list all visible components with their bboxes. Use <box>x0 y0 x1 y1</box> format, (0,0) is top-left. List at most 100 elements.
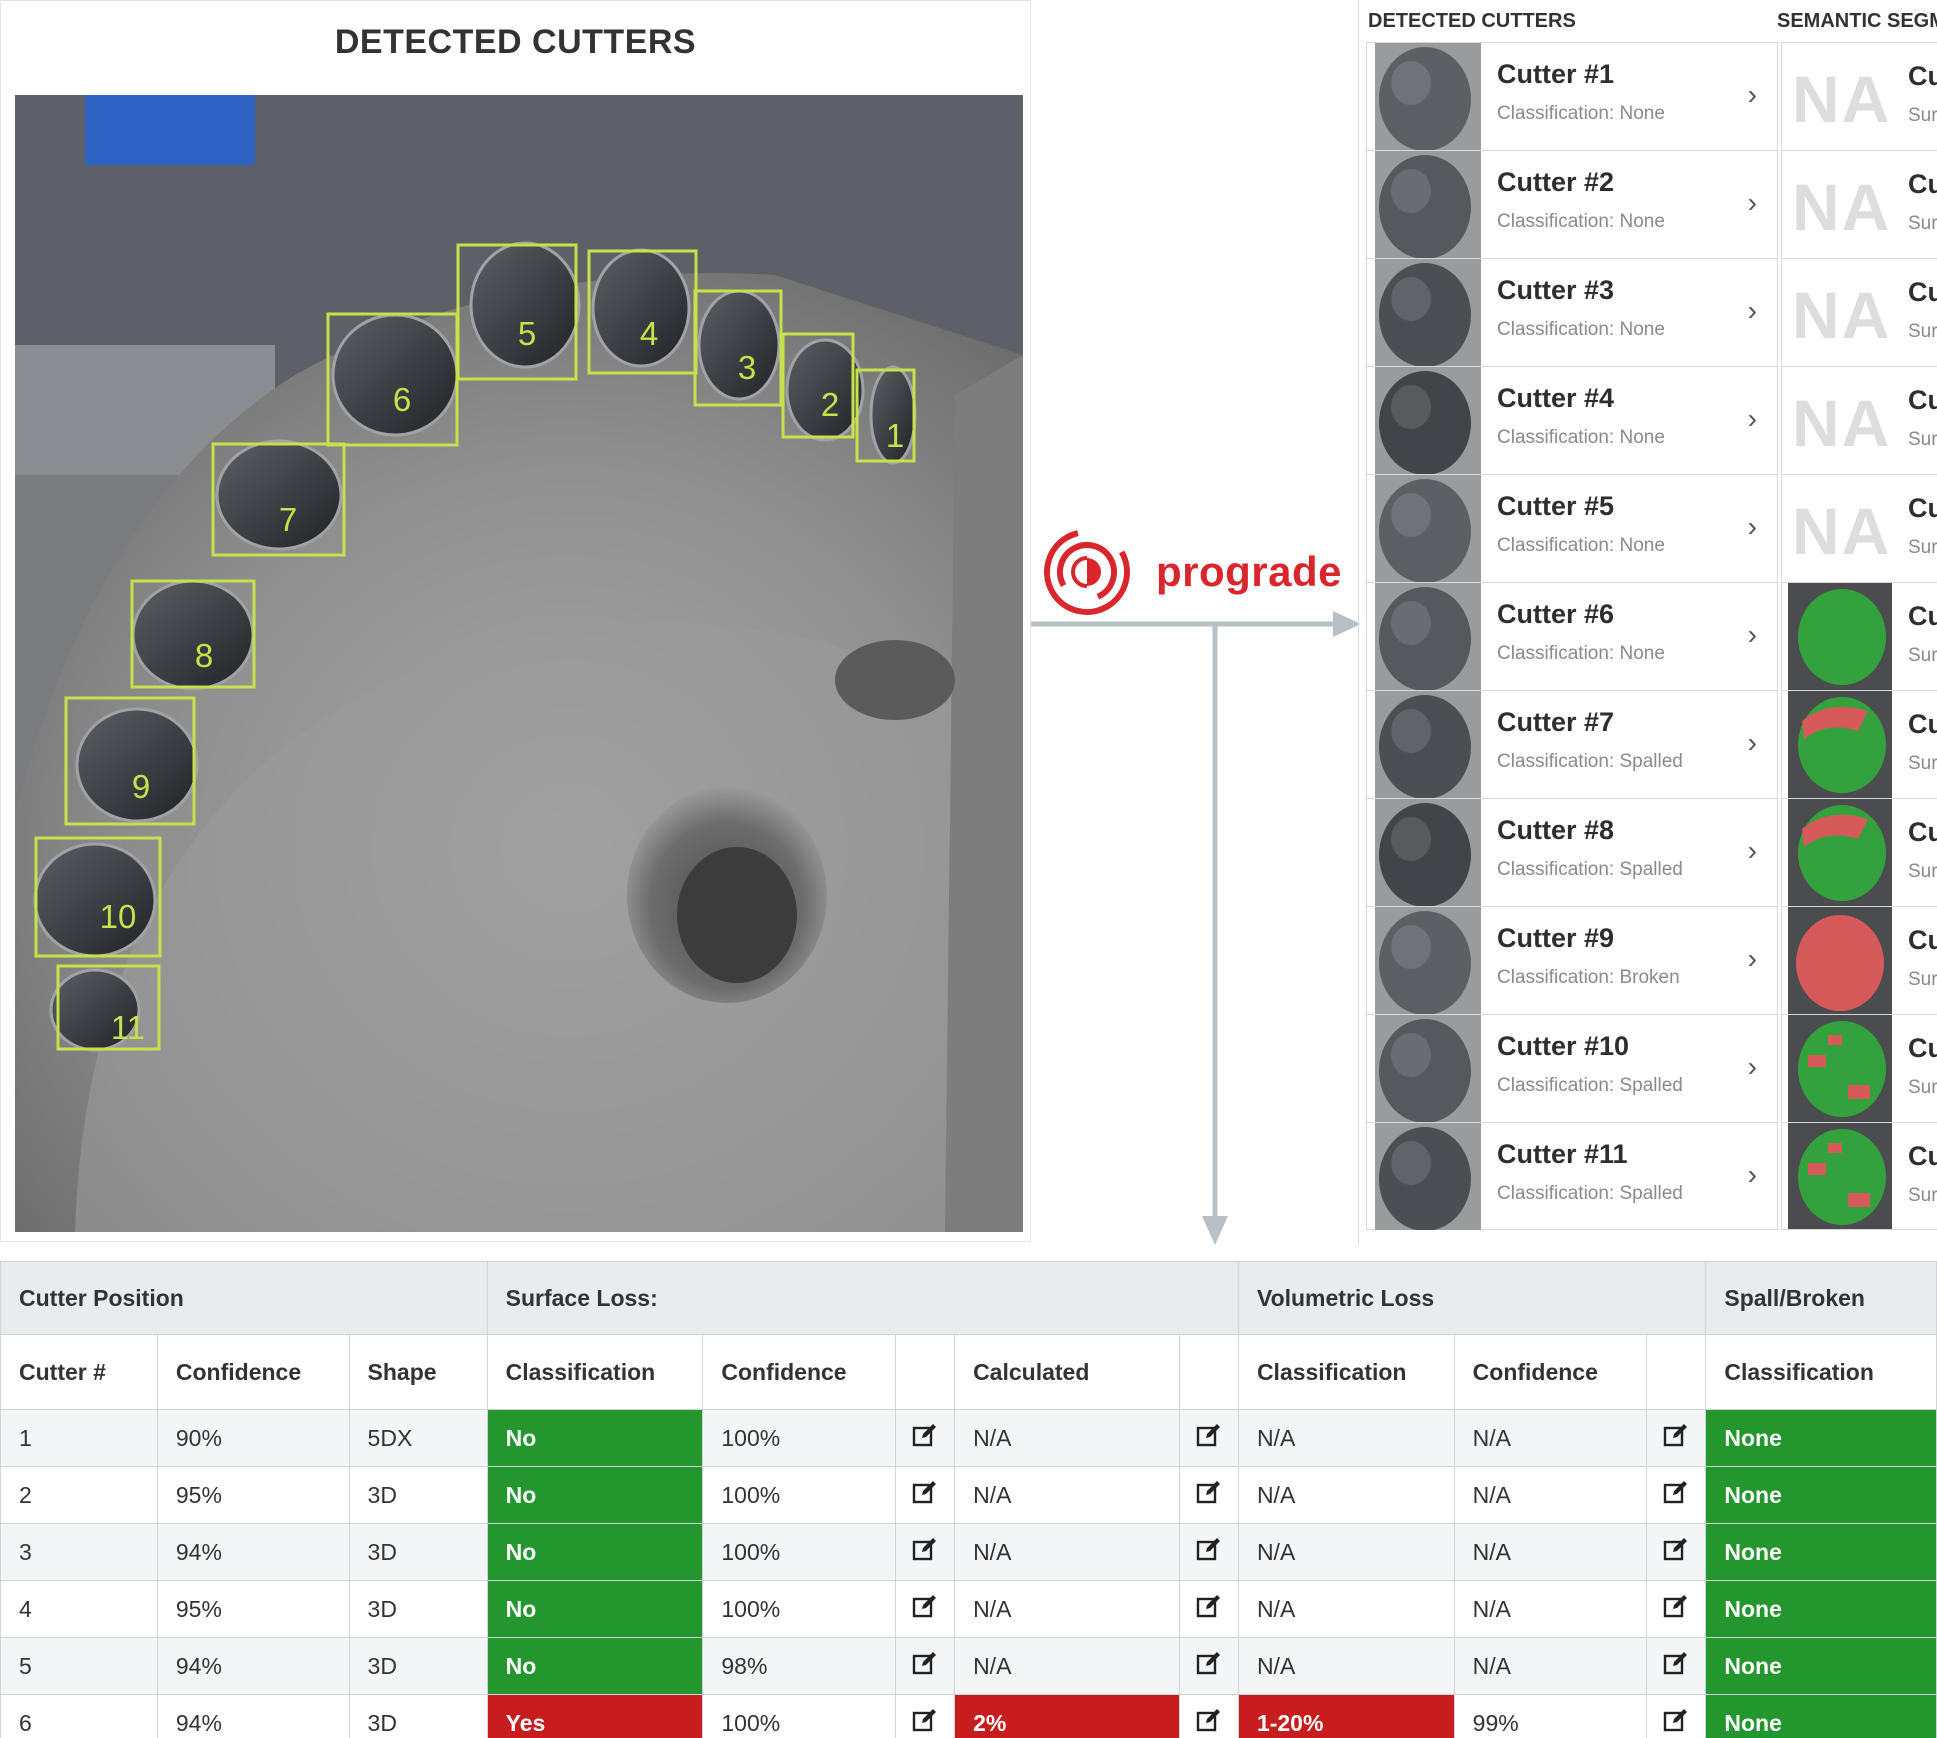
chevron-right-icon[interactable]: › <box>1747 403 1757 434</box>
edit-icon[interactable] <box>1196 1536 1222 1562</box>
edit-icon[interactable] <box>912 1536 938 1562</box>
edit-icon[interactable] <box>912 1650 938 1676</box>
cutter-list: Cutter #1 Classification: None › Cutter … <box>1366 42 1778 1230</box>
chevron-right-icon[interactable]: › <box>1747 835 1757 866</box>
chevron-right-icon[interactable]: › <box>1747 511 1757 542</box>
cutter-list-item[interactable]: Cutter #7 Classification: Spalled › <box>1366 690 1778 798</box>
edit-icon[interactable] <box>912 1707 938 1733</box>
chevron-right-icon[interactable]: › <box>1747 1159 1757 1190</box>
edit-calculated-button[interactable] <box>1178 1637 1239 1695</box>
edit-calculated-button[interactable] <box>1178 1409 1239 1467</box>
edit-volumetric-button[interactable] <box>1646 1694 1707 1738</box>
segmentation-list-item[interactable]: NA Cu Sur <box>1781 474 1937 582</box>
column-header <box>894 1334 956 1410</box>
position-confidence-cell: 90% <box>156 1409 350 1467</box>
cutter-list-item[interactable]: Cutter #11 Classification: Spalled › <box>1366 1122 1778 1230</box>
edit-surface-button[interactable] <box>894 1637 956 1695</box>
cutter-list-item[interactable]: Cutter #4 Classification: None › <box>1366 366 1778 474</box>
edit-icon[interactable] <box>1663 1707 1689 1733</box>
edit-volumetric-button[interactable] <box>1646 1523 1707 1581</box>
edit-icon[interactable] <box>1196 1707 1222 1733</box>
cutter-classification: Classification: Broken <box>1497 967 1680 988</box>
cutter-list-item[interactable]: Cutter #10 Classification: Spalled › <box>1366 1014 1778 1122</box>
segmentation-list-item[interactable]: NA Cu Sur <box>1781 42 1937 150</box>
edit-calculated-button[interactable] <box>1178 1466 1239 1524</box>
volumetric-confidence-cell: N/A <box>1453 1466 1648 1524</box>
surface-confidence-cell: 100% <box>702 1523 896 1581</box>
cutter-list-item[interactable]: Cutter #5 Classification: None › <box>1366 474 1778 582</box>
edit-surface-button[interactable] <box>894 1694 956 1738</box>
column-header: Confidence <box>1453 1334 1648 1410</box>
segmentation-list-item[interactable]: Cu Sur <box>1781 690 1937 798</box>
segment-cutter-name: Cu <box>1908 1141 1937 1171</box>
segment-surface-label: Sur <box>1908 537 1937 558</box>
edit-surface-button[interactable] <box>894 1523 956 1581</box>
segmentation-list-item[interactable]: Cu Sur <box>1781 798 1937 906</box>
volumetric-confidence-cell: N/A <box>1453 1580 1648 1638</box>
cutter-number-cell: 2 <box>0 1466 158 1524</box>
edit-icon[interactable] <box>912 1422 938 1448</box>
edit-icon[interactable] <box>1663 1536 1689 1562</box>
box-label: 8 <box>195 637 213 674</box>
chevron-right-icon[interactable]: › <box>1747 187 1757 218</box>
segmentation-list-item[interactable]: NA Cu Sur <box>1781 366 1937 474</box>
spall-classification-cell: None <box>1705 1523 1937 1581</box>
cutter-thumbnail <box>1375 907 1481 1014</box>
edit-surface-button[interactable] <box>894 1466 956 1524</box>
edit-volumetric-button[interactable] <box>1646 1466 1707 1524</box>
edit-icon[interactable] <box>1663 1422 1689 1448</box>
cutter-thumbnail <box>1375 583 1481 690</box>
cutter-list-item[interactable]: Cutter #8 Classification: Spalled › <box>1366 798 1778 906</box>
edit-volumetric-button[interactable] <box>1646 1409 1707 1467</box>
calculated-cell: N/A <box>954 1523 1180 1581</box>
edit-volumetric-button[interactable] <box>1646 1580 1707 1638</box>
semantic-segmentation-header: SEMANTIC SEGM <box>1777 10 1937 32</box>
edit-icon[interactable] <box>1196 1479 1222 1505</box>
chevron-right-icon[interactable]: › <box>1747 295 1757 326</box>
volumetric-classification-cell: N/A <box>1237 1580 1455 1638</box>
volumetric-classification-cell: N/A <box>1237 1409 1455 1467</box>
edit-icon[interactable] <box>1663 1479 1689 1505</box>
edit-volumetric-button[interactable] <box>1646 1637 1707 1695</box>
edit-surface-button[interactable] <box>894 1580 956 1638</box>
table-row: 3 94% 3D No 100% N/A N/A N/A None <box>0 1523 1937 1581</box>
edit-calculated-button[interactable] <box>1178 1580 1239 1638</box>
spall-classification-cell: None <box>1705 1409 1937 1467</box>
cutter-classification: Classification: None <box>1497 103 1665 124</box>
chevron-right-icon[interactable]: › <box>1747 943 1757 974</box>
cutter-list-item[interactable]: Cutter #9 Classification: Broken › <box>1366 906 1778 1014</box>
cutter-number-cell: 4 <box>0 1580 158 1638</box>
chevron-right-icon[interactable]: › <box>1747 619 1757 650</box>
segmentation-list-item[interactable]: NA Cu Sur <box>1781 150 1937 258</box>
not-available-label: NA <box>1792 170 1892 244</box>
edit-icon[interactable] <box>1663 1650 1689 1676</box>
segmentation-list-item[interactable]: Cu Sur <box>1781 906 1937 1014</box>
shape-cell: 3D <box>348 1523 488 1581</box>
segmentation-list-item[interactable]: Cu Sur <box>1781 1122 1937 1230</box>
edit-icon[interactable] <box>1663 1593 1689 1619</box>
box-label: 11 <box>111 1009 145 1046</box>
edit-icon[interactable] <box>912 1593 938 1619</box>
cutter-list-item[interactable]: Cutter #1 Classification: None › <box>1366 42 1778 150</box>
edit-calculated-button[interactable] <box>1178 1694 1239 1738</box>
edit-calculated-button[interactable] <box>1178 1523 1239 1581</box>
cutter-classification: Classification: None <box>1497 427 1665 448</box>
segment-cutter-name: Cu <box>1908 61 1937 91</box>
cutter-thumbnail <box>1375 43 1481 150</box>
chevron-right-icon[interactable]: › <box>1747 1051 1757 1082</box>
edit-icon[interactable] <box>912 1479 938 1505</box>
edit-icon[interactable] <box>1196 1422 1222 1448</box>
edit-icon[interactable] <box>1196 1593 1222 1619</box>
chevron-right-icon[interactable]: › <box>1747 79 1757 110</box>
segmentation-list-item[interactable]: Cu Sur <box>1781 1014 1937 1122</box>
cutter-list-item[interactable]: Cutter #3 Classification: None › <box>1366 258 1778 366</box>
cutter-thumbnail <box>1375 151 1481 258</box>
chevron-right-icon[interactable]: › <box>1747 727 1757 758</box>
segmentation-list-item[interactable]: NA Cu Sur <box>1781 258 1937 366</box>
cutter-number-cell: 6 <box>0 1694 158 1738</box>
segmentation-list-item[interactable]: Cu Sur <box>1781 582 1937 690</box>
cutter-list-item[interactable]: Cutter #6 Classification: None › <box>1366 582 1778 690</box>
edit-surface-button[interactable] <box>894 1409 956 1467</box>
cutter-list-item[interactable]: Cutter #2 Classification: None › <box>1366 150 1778 258</box>
edit-icon[interactable] <box>1196 1650 1222 1676</box>
